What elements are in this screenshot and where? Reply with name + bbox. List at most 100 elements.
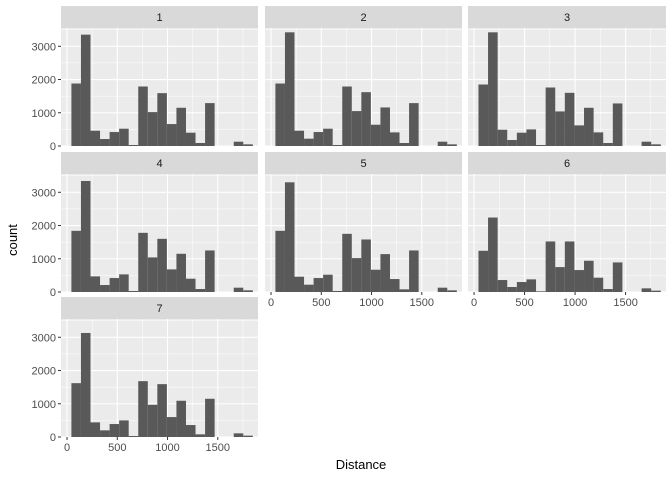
histogram-bar xyxy=(361,239,371,292)
histogram-bar xyxy=(80,34,91,146)
histogram-bar xyxy=(185,278,196,292)
histogram-bar xyxy=(651,144,661,146)
histogram-bar xyxy=(361,92,371,146)
histogram-bar xyxy=(370,124,381,146)
histogram-bar xyxy=(166,269,177,292)
histogram-bar xyxy=(593,132,604,146)
histogram-bar xyxy=(516,132,527,146)
histogram-bar xyxy=(399,289,410,292)
facet-strip-label: 6 xyxy=(564,158,570,170)
histogram-bar xyxy=(147,404,158,437)
histogram-bar xyxy=(612,103,623,146)
facet-strip-label: 4 xyxy=(156,158,162,170)
facet-strip-label: 2 xyxy=(360,12,366,24)
histogram-bar xyxy=(555,267,565,292)
histogram-bar xyxy=(437,141,448,146)
histogram-bar xyxy=(100,430,110,437)
y-tick-label: 0 xyxy=(50,141,56,153)
y-tick-label: 2000 xyxy=(32,75,56,87)
histogram-bar xyxy=(351,111,362,146)
histogram-bar xyxy=(497,280,508,292)
histogram-bar xyxy=(603,143,613,146)
histogram-bar xyxy=(185,425,196,437)
histogram-bar xyxy=(195,289,206,292)
histogram-bar xyxy=(526,129,537,146)
facet-strip xyxy=(265,152,462,174)
histogram-bar xyxy=(488,217,498,292)
x-tick-label: 500 xyxy=(108,442,126,454)
histogram-bar xyxy=(100,285,110,292)
x-tick-label: 1500 xyxy=(206,442,230,454)
facet-strip xyxy=(61,152,258,174)
y-tick-label: 2000 xyxy=(32,221,56,233)
histogram-bar xyxy=(545,241,556,292)
facet-panel-6: 6 0 500 1000 1500 xyxy=(468,152,666,309)
histogram-bar xyxy=(284,182,295,292)
facet-strip-label: 3 xyxy=(564,12,570,24)
histogram-bar xyxy=(195,434,206,437)
histogram-bar xyxy=(294,130,305,146)
histogram-bar xyxy=(536,291,546,292)
histogram-bar xyxy=(71,230,81,292)
histogram-bar xyxy=(243,290,253,292)
histogram-bar xyxy=(157,238,167,292)
histogram-bar xyxy=(275,230,285,292)
facet-panel-2: 2 xyxy=(265,6,462,147)
histogram-bar xyxy=(447,144,457,146)
x-axis-title: Distance xyxy=(336,457,387,472)
histogram-bar xyxy=(555,111,565,146)
facet-strip-label: 5 xyxy=(360,158,366,170)
histogram-bar xyxy=(128,436,139,437)
histogram-bar xyxy=(641,288,652,292)
facet-panel-5: 5 0 500 1000 1500 xyxy=(265,152,462,309)
histogram-bar xyxy=(507,140,517,146)
histogram-bar xyxy=(166,417,177,437)
x-tick-label: 1000 xyxy=(155,442,179,454)
histogram-bar xyxy=(351,258,362,292)
y-tick-label: 3000 xyxy=(32,187,56,199)
histogram-bar xyxy=(409,103,419,146)
histogram-bar xyxy=(342,233,352,292)
histogram-bar xyxy=(651,290,661,292)
histogram-bar xyxy=(233,433,244,437)
histogram-bar xyxy=(304,138,314,146)
y-tick-label: 1000 xyxy=(32,399,56,411)
histogram-bar xyxy=(399,143,410,146)
histogram-bar xyxy=(478,84,489,146)
x-tick-label: 0 xyxy=(471,297,477,309)
histogram-bar xyxy=(437,287,448,292)
histogram-bar xyxy=(545,87,556,146)
histogram-bar xyxy=(641,141,652,146)
histogram-bar xyxy=(243,144,253,146)
histogram-bar xyxy=(80,180,91,292)
histogram-bar xyxy=(478,250,489,292)
x-tick-label: 1000 xyxy=(359,297,383,309)
histogram-bar xyxy=(488,32,498,147)
y-tick-label: 3000 xyxy=(32,332,56,344)
histogram-bar xyxy=(109,424,120,437)
facet-strip xyxy=(265,6,462,28)
y-tick-label: 3000 xyxy=(32,41,56,53)
x-tick-label: 0 xyxy=(64,442,70,454)
histogram-bar xyxy=(612,262,623,292)
histogram-bar xyxy=(80,332,91,437)
histogram-bar xyxy=(109,132,120,146)
histogram-bar xyxy=(380,107,390,146)
histogram-bar xyxy=(323,274,333,292)
histogram-bar xyxy=(71,83,81,146)
y-tick-label: 2000 xyxy=(32,366,56,378)
histogram-bar xyxy=(409,250,419,292)
histogram-bar xyxy=(304,284,314,292)
histogram-bar xyxy=(109,278,120,292)
histogram-bar xyxy=(564,241,575,292)
histogram-bar xyxy=(233,141,244,146)
histogram-bar xyxy=(176,400,186,437)
y-tick-label: 1000 xyxy=(32,254,56,266)
histogram-bar xyxy=(128,291,139,292)
x-tick-label: 500 xyxy=(312,297,330,309)
histogram-bar xyxy=(323,128,333,146)
histogram-bar xyxy=(584,260,594,292)
histogram-bar xyxy=(119,128,129,146)
histogram-bar xyxy=(138,86,148,146)
histogram-bar xyxy=(195,143,206,146)
